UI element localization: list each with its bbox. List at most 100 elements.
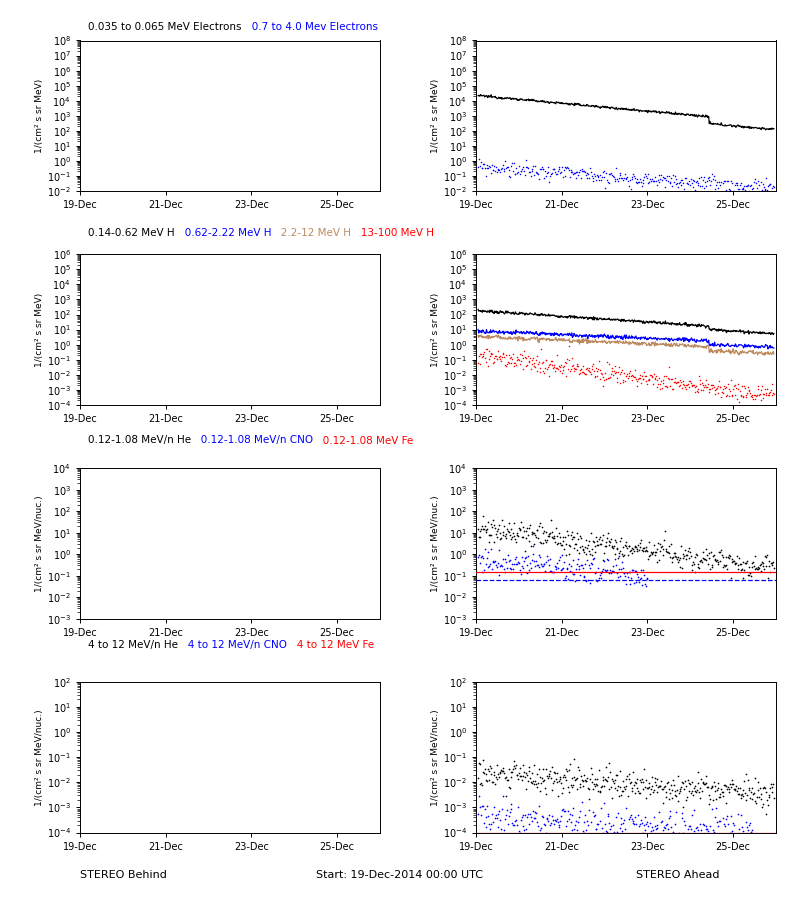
Point [661,544,674,559]
Point [713,374,726,388]
Point [581,814,594,828]
Y-axis label: 1/(cm² s sr MeV/nuc.): 1/(cm² s sr MeV/nuc.) [35,495,44,591]
Point [570,543,583,557]
Point [573,559,586,573]
Point [657,376,670,391]
Point [646,820,658,834]
Point [563,353,576,367]
Point [685,549,698,563]
Point [654,376,666,391]
Point [725,185,738,200]
Point [728,555,741,570]
Point [642,166,654,181]
Point [657,824,670,838]
Point [538,361,551,375]
Point [715,548,728,562]
Point [710,801,722,815]
Point [690,783,703,797]
Point [656,173,669,187]
Point [674,551,686,565]
Point [668,169,681,184]
Point [742,823,754,837]
Point [497,164,510,178]
Point [632,808,645,823]
Point [504,765,517,779]
Point [744,791,757,806]
Point [691,819,704,833]
Point [668,374,681,389]
Point [749,172,762,186]
Point [702,377,714,392]
Point [660,789,673,804]
Point [581,166,594,180]
Point [512,555,525,570]
Point [642,549,655,563]
Point [696,378,709,392]
Point [602,357,615,372]
Point [695,784,708,798]
Point [726,777,738,791]
Point [663,539,676,554]
Point [479,169,492,184]
Point [703,788,716,802]
Point [574,530,587,544]
Point [562,528,574,543]
Point [566,553,579,567]
Point [527,758,540,772]
Point [486,513,499,527]
Point [717,560,730,574]
Point [474,549,487,563]
Point [594,780,607,795]
Point [538,524,550,538]
Point [516,559,529,573]
Point [726,382,739,397]
Point [579,557,592,572]
Point [537,162,550,176]
Point [581,771,594,786]
Point [719,380,732,394]
Point [648,544,661,559]
Point [727,379,740,393]
Point [757,559,770,573]
Point [659,817,672,832]
Point [750,181,763,195]
Point [650,778,662,792]
Point [751,783,764,797]
Point [636,775,649,789]
Point [674,377,687,392]
Point [707,824,720,839]
Point [524,556,537,571]
Point [626,169,638,184]
Point [746,788,759,802]
Point [703,173,716,187]
Point [598,778,610,793]
Point [701,379,714,393]
Point [512,352,525,366]
Point [736,182,749,196]
Point [615,555,628,570]
Point [766,555,779,570]
Point [753,178,766,193]
Point [646,824,659,838]
Point [612,364,625,379]
Point [761,184,774,198]
Point [582,817,594,832]
Point [590,174,602,188]
Point [743,382,756,397]
Point [534,557,547,572]
Point [588,778,601,793]
Point [702,797,715,812]
Point [748,771,761,786]
Point [575,365,588,380]
Point [514,523,526,537]
Point [569,772,582,787]
Point [508,166,521,181]
Point [490,560,503,574]
Point [612,551,625,565]
Point [662,545,675,560]
Point [734,781,746,796]
Point [506,165,519,179]
Point [517,530,530,544]
Point [493,543,506,557]
Point [712,379,725,393]
